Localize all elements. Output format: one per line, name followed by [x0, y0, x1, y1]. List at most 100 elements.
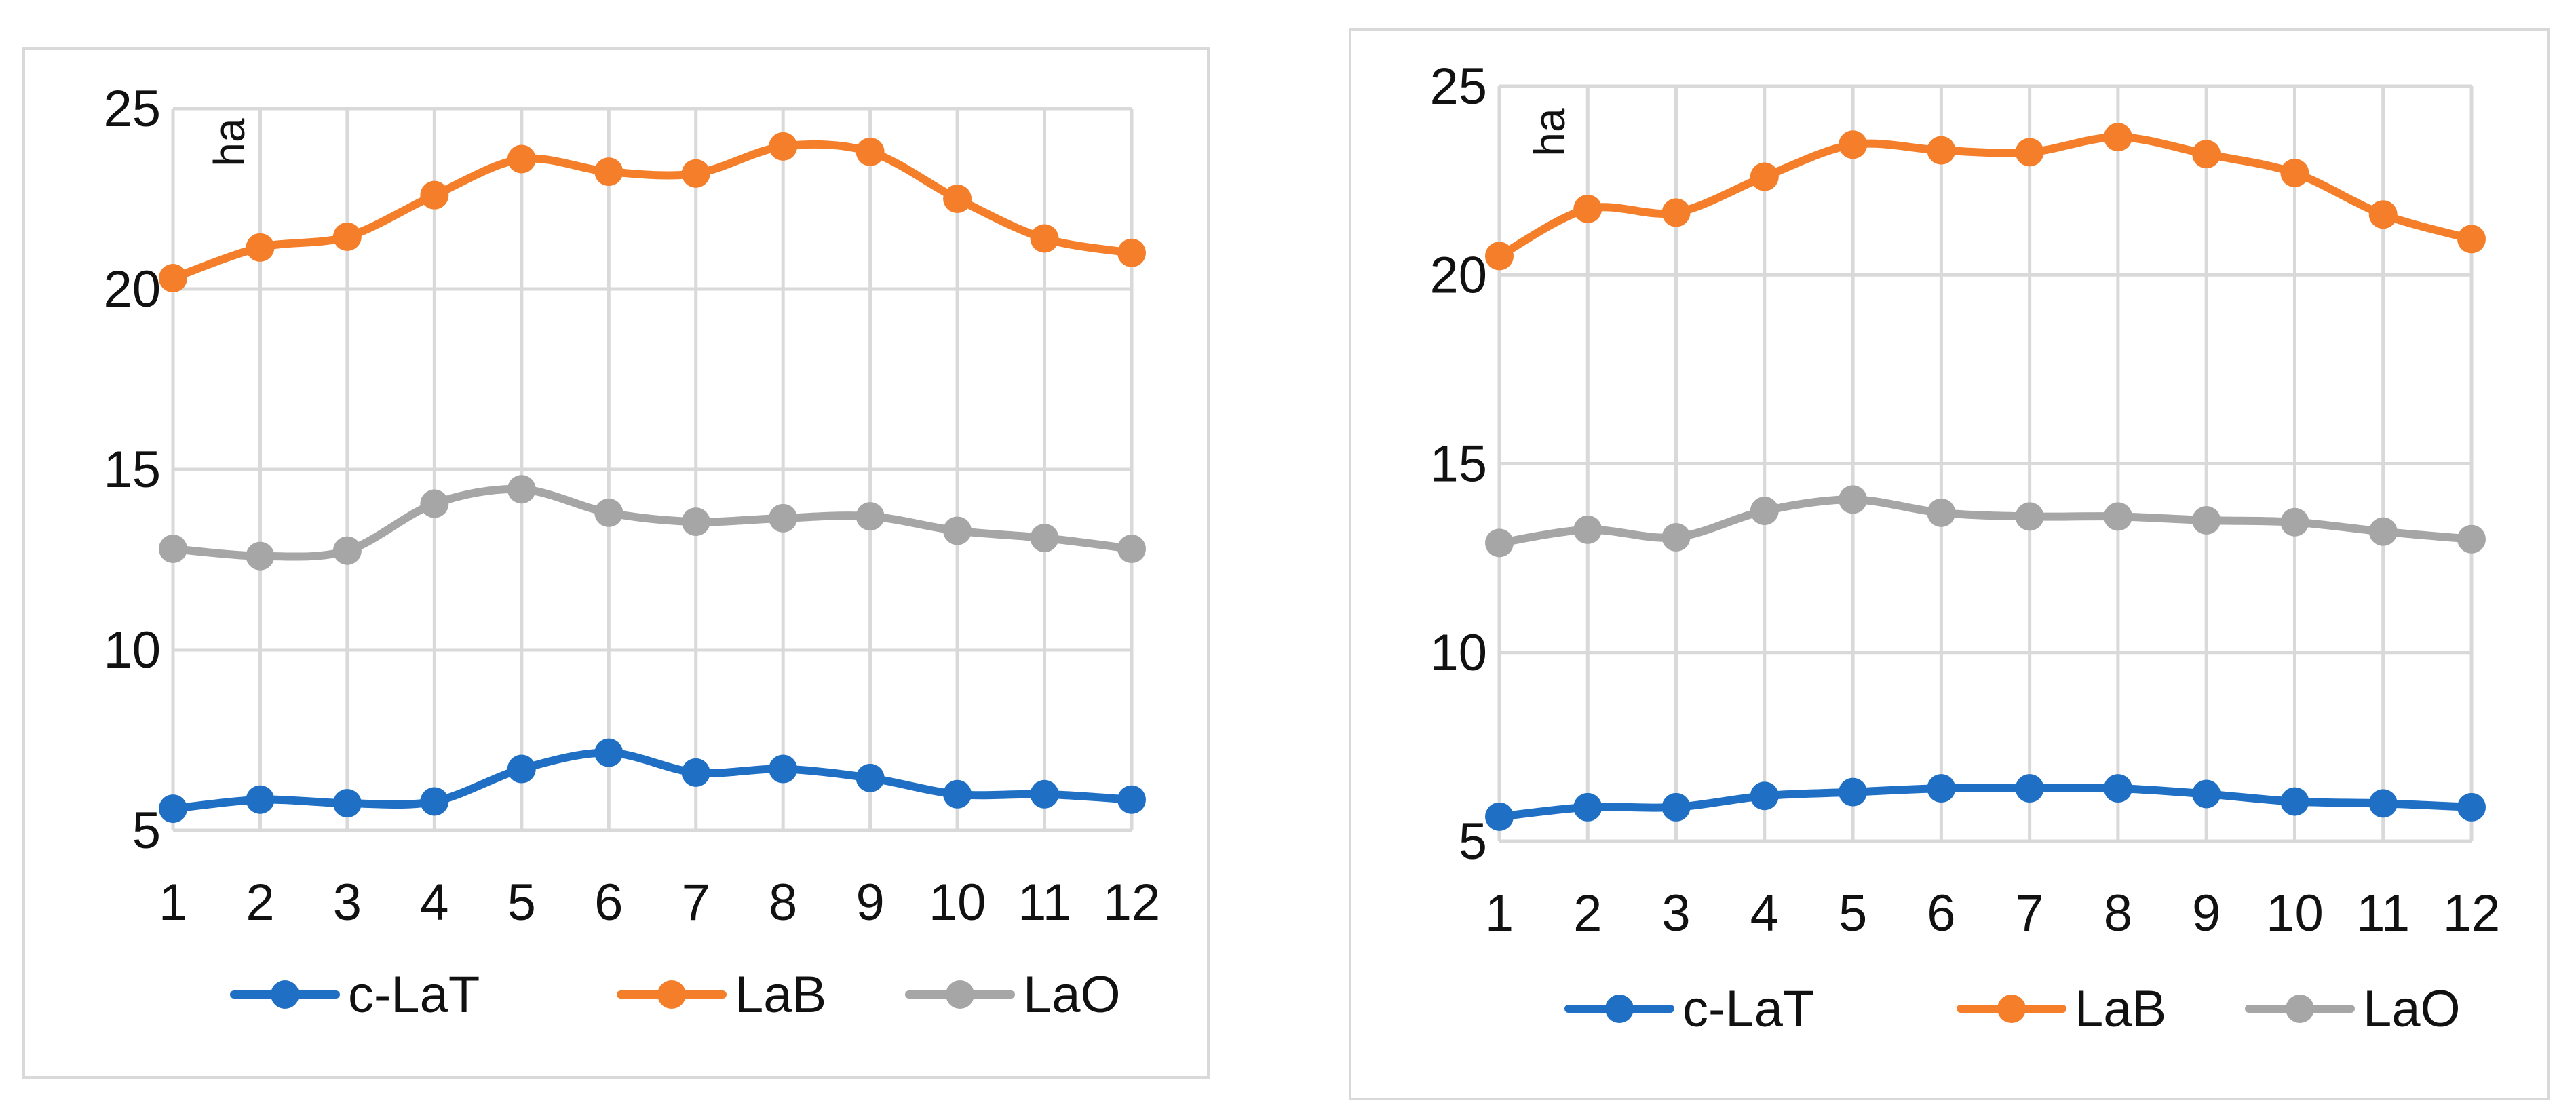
data-point-lab: [1030, 224, 1059, 253]
y-tick-label: 15: [103, 441, 161, 499]
x-tick-label: 2: [246, 874, 274, 931]
data-point-lao: [2192, 505, 2221, 535]
data-point-c-lat: [1750, 781, 1779, 811]
data-point-lao: [943, 516, 972, 545]
data-point-lab: [1485, 242, 1514, 271]
y-axis-unit-label: ha: [205, 118, 254, 167]
legend-label-c-lat: c-LaT: [1683, 980, 1814, 1038]
x-tick-label: 9: [2192, 885, 2221, 942]
x-tick-label: 8: [769, 874, 797, 931]
legend-swatch-marker: [1605, 995, 1634, 1023]
x-tick-label: 11: [1018, 874, 1071, 931]
data-point-c-lat: [2192, 779, 2221, 809]
data-point-lao: [1750, 497, 1779, 526]
x-tick-label: 7: [682, 874, 710, 931]
legend-swatch-marker: [2286, 995, 2314, 1023]
data-point-lao: [159, 535, 187, 564]
data-point-lao: [1573, 515, 1602, 544]
x-tick-label: 3: [1661, 885, 1690, 942]
data-point-lab: [246, 233, 275, 262]
x-tick-label: 12: [2443, 885, 2501, 942]
data-point-c-lat: [2368, 789, 2398, 818]
data-point-lao: [594, 498, 623, 527]
data-point-c-lat: [769, 754, 798, 784]
data-point-lab: [507, 144, 536, 174]
y-tick-label: 25: [1429, 58, 1487, 115]
data-point-lao: [2457, 524, 2486, 554]
series-line-lao: [1495, 495, 2476, 547]
data-point-lab: [420, 180, 449, 210]
data-point-lab: [1573, 194, 1602, 223]
x-tick-label: 5: [1839, 885, 1867, 942]
data-point-lab: [594, 157, 623, 187]
legend-label-lao: LaO: [2363, 980, 2461, 1038]
y-tick-label: 20: [103, 260, 161, 318]
legend-label-lao: LaO: [1023, 966, 1121, 1024]
x-tick-label: 10: [2266, 885, 2324, 942]
x-tick-label: 9: [856, 874, 884, 931]
x-tick-label: 12: [1103, 874, 1161, 931]
x-tick-label: 7: [2015, 885, 2043, 942]
y-tick-label: 15: [1429, 436, 1487, 493]
data-point-lab: [856, 137, 885, 166]
data-point-lab: [681, 159, 710, 188]
y-tick-label: 5: [1459, 813, 1487, 870]
x-tick-label: 2: [1573, 885, 1602, 942]
data-point-lao: [2368, 517, 2398, 546]
x-tick-label: 8: [2104, 885, 2132, 942]
x-tick-label: 4: [420, 874, 448, 931]
legend-swatch-marker: [657, 980, 686, 1009]
x-tick-label: 6: [594, 874, 623, 931]
data-point-lab: [2103, 123, 2132, 152]
x-tick-label: 1: [1485, 885, 1514, 942]
data-point-lao: [1839, 485, 1868, 514]
y-tick-label: 10: [103, 621, 161, 679]
data-point-c-lat: [681, 758, 710, 787]
data-point-lab: [332, 222, 362, 251]
legend-label-lab: LaB: [2075, 980, 2166, 1038]
data-point-lab: [2192, 140, 2221, 169]
data-point-c-lat: [1927, 774, 1956, 803]
legend-swatch-marker: [1997, 995, 2026, 1023]
data-point-lao: [769, 503, 798, 533]
data-point-lao: [1030, 524, 1059, 553]
data-point-c-lat: [420, 787, 449, 816]
legend-label-lab: LaB: [735, 966, 826, 1024]
chart-panel-left: [22, 47, 1210, 1079]
data-point-c-lat: [332, 789, 362, 818]
data-point-c-lat: [856, 763, 885, 792]
y-tick-label: 10: [1429, 624, 1487, 682]
data-point-c-lat: [1839, 777, 1868, 807]
y-tick-label: 25: [103, 80, 161, 138]
data-point-c-lat: [507, 754, 536, 784]
x-tick-label: 11: [2356, 885, 2410, 942]
data-point-lao: [681, 507, 710, 537]
data-point-lab: [769, 132, 798, 161]
series-line-c-lat: [1495, 784, 2476, 821]
y-tick-label: 5: [132, 802, 161, 860]
x-tick-label: 10: [929, 874, 986, 931]
data-point-c-lat: [594, 738, 623, 767]
data-point-lab: [1839, 130, 1868, 159]
data-point-c-lat: [2103, 774, 2132, 803]
data-point-lao: [246, 541, 275, 571]
x-tick-label: 3: [333, 874, 362, 931]
data-point-lab: [1117, 238, 1146, 267]
data-point-lab: [2368, 200, 2398, 229]
data-point-lao: [1661, 523, 1691, 552]
data-point-lab: [2015, 138, 2044, 167]
data-point-lab: [2457, 225, 2486, 254]
data-point-lao: [332, 536, 362, 565]
data-point-lao: [507, 475, 536, 504]
data-point-c-lat: [943, 779, 972, 809]
data-point-lao: [2280, 507, 2309, 537]
data-point-c-lat: [2015, 774, 2044, 803]
data-point-lao: [2015, 502, 2044, 531]
data-point-c-lat: [246, 785, 275, 814]
data-point-c-lat: [159, 794, 187, 824]
data-point-lab: [159, 264, 187, 293]
data-point-lab: [1750, 162, 1779, 191]
x-tick-label: 4: [1750, 885, 1779, 942]
data-point-c-lat: [2457, 792, 2486, 822]
